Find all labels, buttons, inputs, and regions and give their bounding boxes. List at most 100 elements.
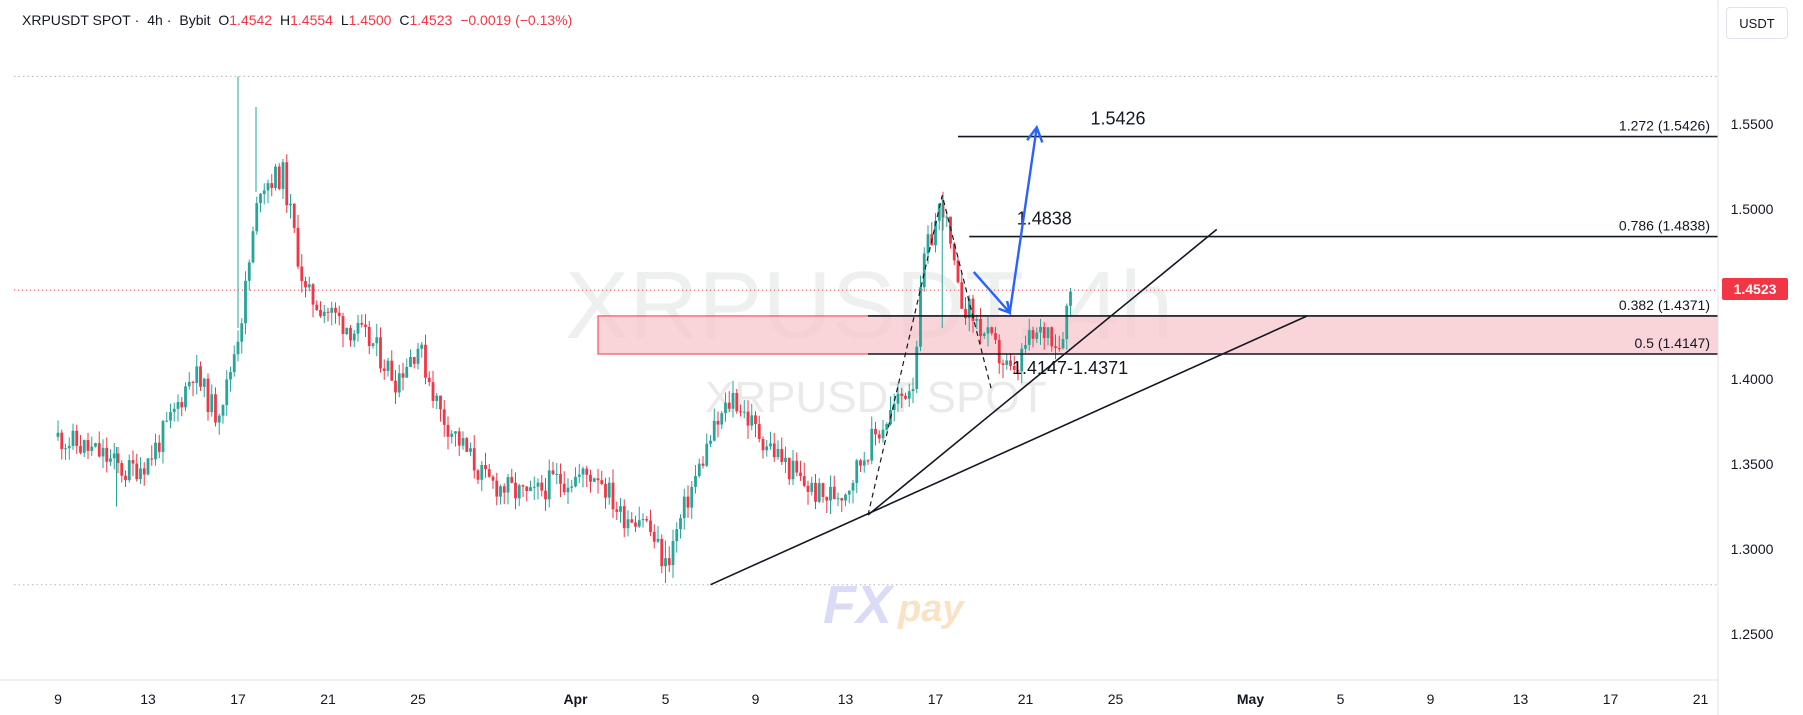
candle-body xyxy=(1016,369,1020,372)
symbol-name[interactable]: XRPUSDT SPOT xyxy=(22,12,131,28)
candle-body xyxy=(176,402,180,409)
candle-body xyxy=(229,372,232,380)
x-tick-label: Apr xyxy=(563,691,588,707)
candle-body xyxy=(712,420,716,441)
candle-body xyxy=(772,443,776,458)
candle-body xyxy=(472,448,476,471)
candle-body xyxy=(431,382,435,401)
candle-body xyxy=(236,341,240,355)
candle-body xyxy=(247,262,251,281)
pullback-arrowhead xyxy=(998,300,1012,315)
trendline xyxy=(710,315,1308,586)
candle-body xyxy=(337,312,341,317)
candle-body xyxy=(754,415,757,425)
candle-body xyxy=(570,486,574,488)
candle-body xyxy=(352,333,356,341)
candle-body xyxy=(202,378,206,387)
candle-body xyxy=(649,520,652,532)
open-label: O xyxy=(218,12,230,28)
candle-body xyxy=(172,408,176,412)
candle-body xyxy=(716,420,720,425)
candle-body xyxy=(469,448,472,452)
candle-body xyxy=(262,190,266,195)
candle-body xyxy=(896,393,900,404)
candle-body xyxy=(724,402,727,414)
candle-body xyxy=(97,443,101,457)
x-tick-label: 9 xyxy=(752,691,760,707)
candle-body xyxy=(697,463,701,476)
candle-body xyxy=(742,411,746,413)
candle-body xyxy=(877,434,881,439)
candle-body xyxy=(562,483,566,493)
candle-body xyxy=(225,379,229,406)
candle-body xyxy=(191,381,195,383)
candle-body xyxy=(334,307,337,313)
candle-body xyxy=(165,420,169,422)
candle-body xyxy=(1054,346,1057,348)
candle-body xyxy=(682,496,686,519)
candle-body xyxy=(187,381,191,387)
candle-body xyxy=(296,227,300,267)
currency-button[interactable]: USDT xyxy=(1726,7,1788,39)
candle-body xyxy=(656,538,660,542)
low-label: L xyxy=(340,12,349,28)
candle-body xyxy=(514,482,517,499)
high-value: 1.4554 xyxy=(290,12,333,28)
candle-body xyxy=(795,460,799,473)
candle-body xyxy=(757,424,761,440)
candle-body xyxy=(521,485,525,487)
candle-body xyxy=(1057,347,1061,349)
candle-body xyxy=(457,431,461,446)
candle-body xyxy=(641,519,645,521)
candle-body xyxy=(311,284,315,305)
candle-body xyxy=(461,438,465,446)
candle-body xyxy=(150,458,154,460)
candle-body xyxy=(195,366,199,383)
fxpay-logo-fx: FX xyxy=(823,575,895,635)
candle-body xyxy=(135,463,139,480)
drawings: 1.272 (1.5426) 1.5426 0.786 (1.4838) 1.4838… xyxy=(710,109,1718,586)
candle-body xyxy=(319,309,322,317)
symbol-legend[interactable]: XRPUSDT SPOT · 4h · Bybit O1.4542 H1.4554 … xyxy=(22,12,573,28)
candle-body xyxy=(105,447,109,462)
candle-body xyxy=(810,482,814,492)
candle-body xyxy=(127,460,131,481)
candle-body xyxy=(375,337,379,344)
candle-body xyxy=(157,442,161,452)
candle-body xyxy=(341,316,345,335)
candle-body xyxy=(791,460,795,480)
candle-body xyxy=(619,506,622,512)
candle-body xyxy=(315,304,319,310)
candlesticks xyxy=(56,76,1072,583)
candle-body xyxy=(784,457,787,462)
candle-body xyxy=(746,411,750,426)
x-tick-label: 25 xyxy=(410,691,426,707)
candle-body xyxy=(967,298,971,319)
candle-body xyxy=(821,483,825,497)
candle-body xyxy=(435,395,439,401)
interval-label[interactable]: 4h xyxy=(147,12,163,28)
candle-body xyxy=(559,474,562,484)
exchange-label: Bybit xyxy=(179,12,211,28)
candle-body xyxy=(851,482,855,491)
candle-body xyxy=(124,475,127,481)
candle-body xyxy=(292,203,296,228)
candle-body xyxy=(116,453,120,464)
candle-body xyxy=(409,357,412,367)
candle-body xyxy=(874,428,877,435)
candle-body xyxy=(806,485,810,492)
candle-body xyxy=(274,166,277,189)
candle-body xyxy=(817,483,821,502)
fib-level-label: 0.5 (1.4147) xyxy=(1635,335,1711,351)
candle-body xyxy=(960,282,964,309)
candle-body xyxy=(885,423,889,430)
candle-body xyxy=(761,439,765,451)
candle-body xyxy=(540,482,544,491)
candle-body xyxy=(101,447,105,457)
candle-body xyxy=(180,402,184,408)
candle-body xyxy=(210,394,214,413)
candle-body xyxy=(206,378,210,413)
close-value: 1.4523 xyxy=(409,12,453,28)
candle-body xyxy=(484,465,487,470)
